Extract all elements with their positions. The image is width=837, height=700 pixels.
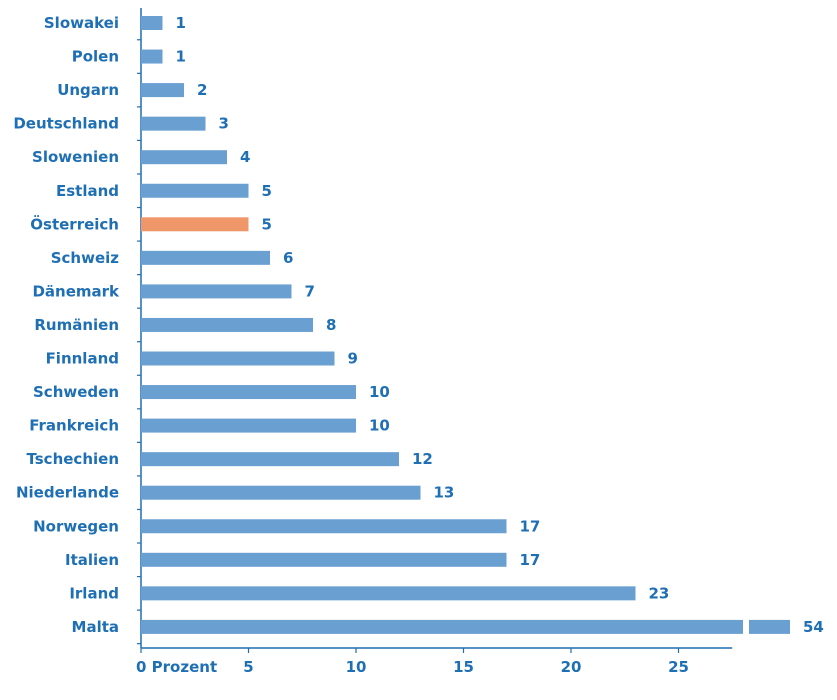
value-label: 13 — [434, 484, 455, 502]
bar — [141, 586, 636, 601]
x-tick-label: 20 — [561, 658, 582, 676]
bar — [141, 552, 507, 567]
bar — [141, 619, 743, 634]
bar — [141, 485, 421, 500]
bar — [141, 183, 249, 198]
bar — [141, 150, 227, 165]
value-label: 8 — [326, 316, 336, 334]
bar — [141, 83, 184, 98]
category-label: Dänemark — [32, 282, 120, 300]
x-tick-label: 25 — [668, 658, 689, 676]
x-tick-label: 10 — [346, 658, 367, 676]
chart-bars — [141, 16, 790, 634]
bar-highlighted — [141, 217, 249, 232]
category-label: Estland — [56, 182, 119, 200]
category-label: Slowenien — [32, 148, 119, 166]
value-label: 4 — [240, 148, 250, 166]
x-tick-label: 0 Prozent — [136, 658, 217, 676]
bar — [141, 284, 292, 299]
value-label: 17 — [520, 517, 541, 535]
bar — [141, 317, 313, 332]
value-label: 9 — [348, 350, 358, 368]
value-label: 5 — [262, 215, 272, 233]
value-label: 10 — [369, 417, 390, 435]
value-label: 1 — [176, 14, 186, 32]
value-label: 6 — [283, 249, 293, 267]
value-label: 12 — [412, 450, 433, 468]
value-label: 17 — [520, 551, 541, 569]
value-label: 2 — [197, 81, 207, 99]
category-label: Slowakei — [44, 14, 119, 32]
category-label: Polen — [72, 48, 119, 66]
value-label: 7 — [305, 282, 315, 300]
category-label: Frankreich — [29, 417, 119, 435]
value-label: 1 — [176, 48, 186, 66]
category-label: Malta — [72, 618, 119, 636]
value-label: 54 — [803, 618, 824, 636]
bar — [141, 519, 507, 534]
bar-break-segment — [749, 619, 790, 634]
category-label: Rumänien — [34, 316, 119, 334]
bar — [141, 418, 356, 433]
category-label: Niederlande — [16, 484, 119, 502]
bar — [141, 250, 270, 265]
category-label: Finnland — [46, 350, 119, 368]
bar — [141, 452, 399, 467]
value-label: 5 — [262, 182, 272, 200]
value-label: 3 — [219, 115, 229, 133]
category-label: Italien — [65, 551, 119, 569]
category-label: Norwegen — [33, 517, 119, 535]
x-tick-label: 15 — [453, 658, 474, 676]
bar — [141, 385, 356, 400]
bar — [141, 16, 163, 30]
value-label: 23 — [649, 584, 670, 602]
category-label: Deutschland — [13, 115, 119, 133]
bar — [141, 351, 335, 366]
category-label: Schweiz — [51, 249, 120, 267]
bar — [141, 49, 163, 64]
bar — [141, 116, 206, 131]
value-label: 10 — [369, 383, 390, 401]
category-label: Irland — [69, 584, 119, 602]
category-label: Schweden — [33, 383, 119, 401]
category-label: Ungarn — [57, 81, 119, 99]
x-tick-label: 5 — [243, 658, 253, 676]
category-label: Österreich — [30, 214, 119, 233]
category-label: Tschechien — [27, 450, 119, 468]
